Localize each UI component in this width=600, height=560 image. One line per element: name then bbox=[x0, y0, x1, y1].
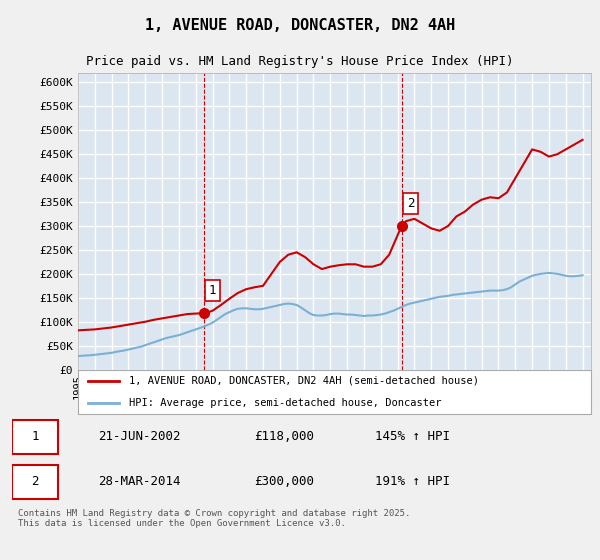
Text: 2: 2 bbox=[31, 475, 39, 488]
Text: 28-MAR-2014: 28-MAR-2014 bbox=[98, 475, 181, 488]
Text: 1, AVENUE ROAD, DONCASTER, DN2 4AH: 1, AVENUE ROAD, DONCASTER, DN2 4AH bbox=[145, 18, 455, 33]
Text: 1: 1 bbox=[209, 284, 216, 297]
Text: 191% ↑ HPI: 191% ↑ HPI bbox=[375, 475, 450, 488]
Text: 2: 2 bbox=[407, 197, 414, 210]
Text: 1: 1 bbox=[31, 430, 39, 444]
Text: 21-JUN-2002: 21-JUN-2002 bbox=[98, 430, 181, 444]
Text: 1, AVENUE ROAD, DONCASTER, DN2 4AH (semi-detached house): 1, AVENUE ROAD, DONCASTER, DN2 4AH (semi… bbox=[130, 376, 479, 386]
Text: HPI: Average price, semi-detached house, Doncaster: HPI: Average price, semi-detached house,… bbox=[130, 398, 442, 408]
FancyBboxPatch shape bbox=[12, 465, 58, 498]
Text: Price paid vs. HM Land Registry's House Price Index (HPI): Price paid vs. HM Land Registry's House … bbox=[86, 55, 514, 68]
Text: Contains HM Land Registry data © Crown copyright and database right 2025.
This d: Contains HM Land Registry data © Crown c… bbox=[18, 509, 410, 529]
Text: £300,000: £300,000 bbox=[254, 475, 314, 488]
FancyBboxPatch shape bbox=[78, 370, 591, 414]
FancyBboxPatch shape bbox=[12, 420, 58, 454]
Text: £118,000: £118,000 bbox=[254, 430, 314, 444]
Text: 145% ↑ HPI: 145% ↑ HPI bbox=[375, 430, 450, 444]
